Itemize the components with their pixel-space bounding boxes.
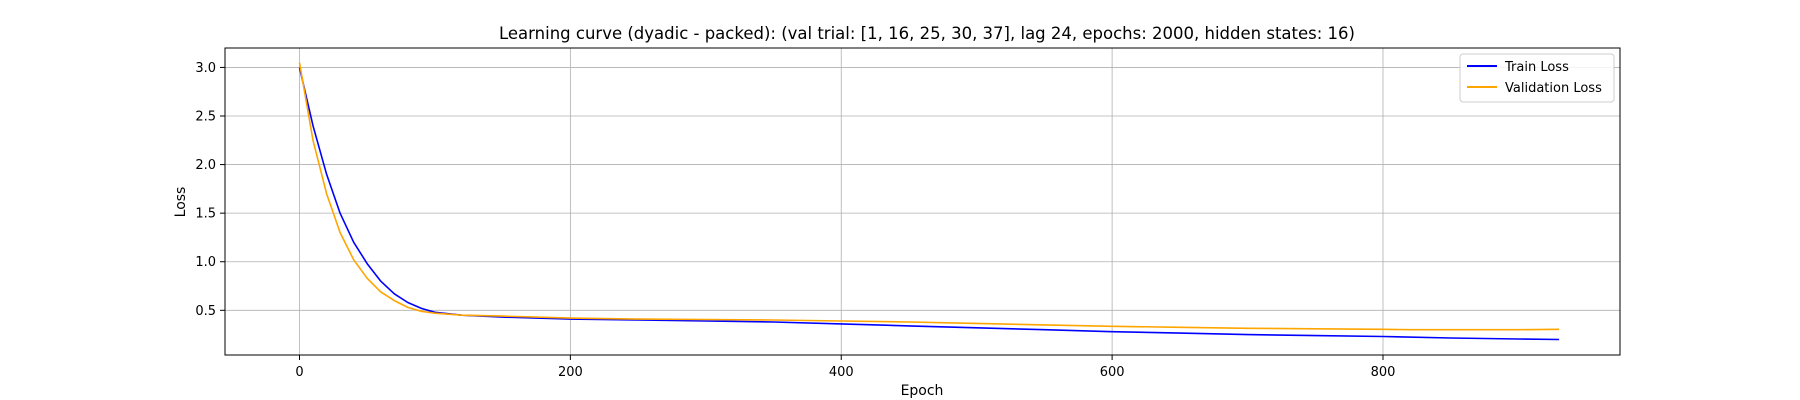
legend-box [1459,53,1615,103]
y-axis-title: Loss [173,187,189,218]
axis-ticks: 0 200 400 600 800 0.5 1.0 1.5 2.0 2.5 3.0 [195,61,1395,380]
x-tick-label: 800 [1371,365,1396,380]
x-axis-title: Epoch [901,383,944,399]
x-tick-label: 400 [829,365,854,380]
y-tick-label: 1.5 [195,207,216,222]
legend-label-validation-loss: Validation Loss [1505,81,1602,96]
series-lines [298,62,1560,341]
series-line-train-loss [298,67,1560,341]
x-tick-label: 200 [558,365,583,380]
legend: Train Loss Validation Loss [1459,53,1615,103]
grid-lines [225,48,1620,355]
legend-label-train-loss: Train Loss [1504,60,1569,75]
plot-frame [224,47,1621,356]
y-tick-label: 1.0 [195,255,216,270]
chart-title: Learning curve (dyadic - packed): (val t… [499,24,1355,43]
y-tick-label: 3.0 [195,61,216,76]
y-tick-label: 2.5 [195,110,216,125]
y-tick-label: 0.5 [195,304,216,319]
x-tick-label: 600 [1100,365,1125,380]
y-tick-label: 2.0 [195,158,216,173]
series-line-validation-loss [298,62,1560,331]
x-tick-label: 0 [295,365,303,380]
